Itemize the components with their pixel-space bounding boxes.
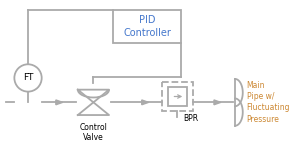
- Polygon shape: [56, 100, 63, 105]
- Bar: [162, 82, 193, 111]
- Polygon shape: [142, 100, 148, 105]
- Text: FT: FT: [23, 73, 33, 82]
- Text: Main
Pipe w/
Fluctuating
Pressure: Main Pipe w/ Fluctuating Pressure: [247, 81, 290, 124]
- Text: PID
Controller: PID Controller: [123, 15, 171, 38]
- Bar: [113, 10, 181, 43]
- Text: BPR: BPR: [184, 114, 199, 123]
- Text: Control
Valve: Control Valve: [80, 123, 107, 142]
- Polygon shape: [214, 100, 221, 105]
- Bar: [168, 87, 187, 106]
